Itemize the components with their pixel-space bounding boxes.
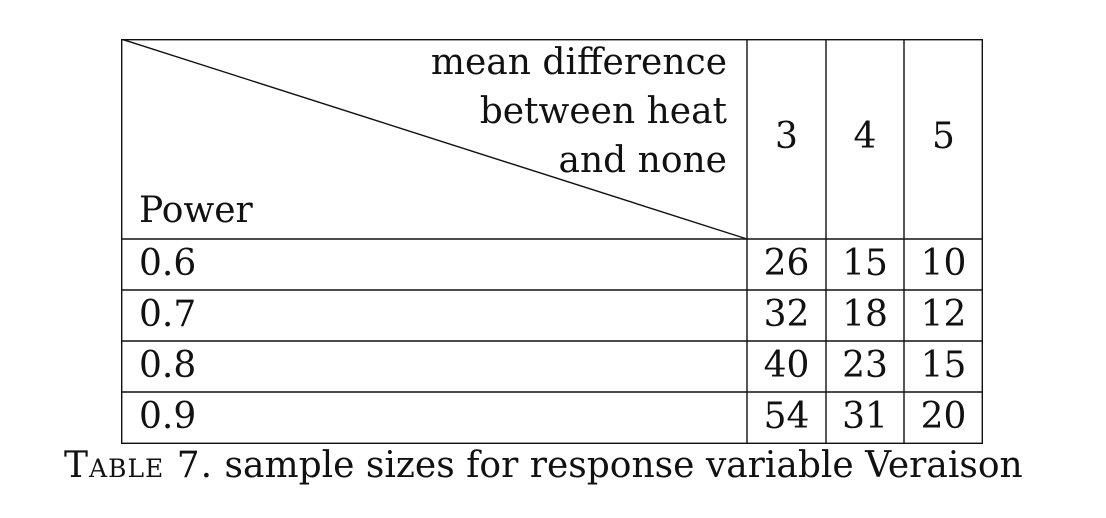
caption-label: Table 7.: [64, 445, 214, 486]
sample-size-cell: 26: [763, 243, 810, 284]
power-cell: 0.9: [139, 396, 197, 437]
table-caption: Table 7. sample sizes for response varia…: [64, 446, 1054, 486]
sample-size-cell: 15: [842, 243, 888, 284]
sample-size-cell: 18: [842, 294, 888, 335]
column-header-5: 5: [932, 116, 955, 157]
sample-size-cell: 40: [763, 345, 810, 386]
column-header-4: 4: [853, 116, 877, 157]
diagonal-header-cell: mean difference between heat and none Po…: [121, 39, 727, 239]
column-header-3: 3: [775, 116, 798, 157]
row-header-label: Power: [139, 190, 253, 231]
sample-size-table: mean difference between heat and none Po…: [121, 39, 983, 444]
header-text-line-3: and none: [558, 140, 728, 181]
sample-size-cell: 15: [920, 345, 967, 386]
caption-text: sample sizes for response variable Verai…: [224, 445, 1023, 486]
header-text-line-2: between heat: [479, 91, 727, 132]
sample-size-cell: 54: [763, 396, 810, 437]
header-diagonal-line: [121, 39, 748, 240]
power-cell: 0.8: [139, 345, 197, 386]
sample-size-cell: 32: [763, 294, 810, 335]
sample-size-cell: 23: [842, 345, 888, 386]
sample-size-cell: 20: [920, 396, 967, 437]
table-grid: [121, 39, 983, 444]
power-cell: 0.6: [139, 243, 197, 284]
power-cell: 0.7: [139, 294, 197, 335]
sample-size-cell: 10: [920, 243, 967, 284]
sample-size-cell: 12: [920, 294, 967, 335]
sample-size-cell: 31: [842, 396, 888, 437]
header-text-line-1: mean difference: [430, 42, 727, 83]
